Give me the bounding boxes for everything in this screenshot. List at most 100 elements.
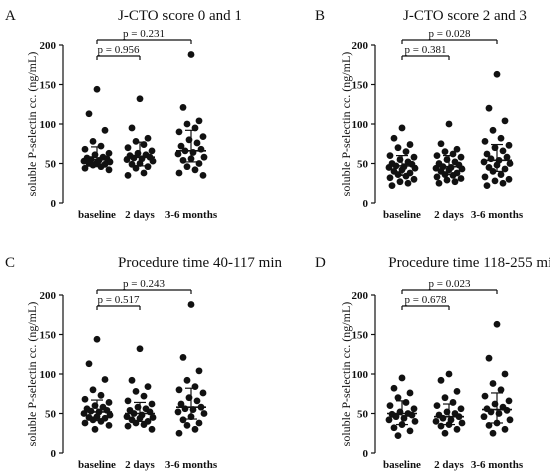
y-tick-label: 50: [357, 409, 369, 421]
data-point: [132, 137, 140, 145]
p-value-label: p = 0.028: [429, 28, 471, 40]
p-value-label: p = 0.678: [405, 294, 447, 306]
data-point: [195, 160, 203, 167]
y-tick-label: 100: [40, 119, 57, 131]
data-point: [451, 178, 459, 186]
data-point: [140, 169, 148, 177]
series-3-6-months: [174, 301, 208, 437]
data-point: [136, 345, 144, 353]
data-point: [505, 141, 513, 149]
series-2-days: [432, 370, 466, 437]
data-point: [105, 421, 113, 429]
data-point: [187, 301, 195, 308]
data-point: [175, 386, 183, 394]
data-point: [128, 124, 136, 132]
data-point: [101, 376, 109, 383]
data-point: [81, 164, 89, 172]
x-category-label: baseline: [383, 459, 421, 471]
data-point: [439, 414, 447, 422]
data-point: [144, 163, 152, 171]
data-point: [390, 134, 398, 142]
panel-d: D Procedure time 118-255 min 0 50 100 150 200s…: [315, 255, 550, 471]
data-point: [392, 413, 400, 421]
data-point: [497, 386, 505, 394]
series-baseline: [385, 374, 419, 440]
data-point: [394, 432, 402, 440]
panel-letter: A: [5, 8, 16, 24]
chart-title: J-CTO score 2 and 3: [403, 8, 527, 24]
data-point: [105, 399, 113, 406]
y-tick-label: 0: [51, 198, 57, 210]
y-axis-label: soluble P-selectin cc. (ng/mL): [25, 52, 39, 197]
y-tick-label: 150: [352, 80, 369, 92]
y-tick-label: 150: [40, 80, 57, 92]
data-point: [480, 413, 488, 421]
data-point: [175, 169, 183, 177]
x-category-label: baseline: [383, 209, 421, 221]
data-point: [195, 419, 203, 427]
data-point: [199, 133, 207, 141]
data-point: [453, 425, 461, 433]
x-category-label: 3-6 months: [471, 459, 524, 471]
data-point: [458, 419, 466, 427]
p-value-label: p = 0.381: [405, 44, 447, 56]
series-3-6-months: [174, 51, 208, 179]
data-point: [149, 414, 157, 421]
data-point: [97, 418, 105, 425]
data-point: [457, 153, 465, 161]
data-point: [175, 429, 183, 437]
data-point: [449, 171, 457, 179]
data-point: [140, 421, 148, 428]
data-point: [388, 182, 396, 190]
data-point: [199, 389, 207, 397]
data-point: [404, 179, 412, 187]
data-point: [489, 126, 497, 134]
data-point: [432, 418, 440, 425]
x-category-label: 2 days: [434, 209, 464, 221]
data-point: [183, 120, 191, 128]
data-point: [437, 376, 445, 384]
data-point: [406, 389, 414, 397]
data-point: [191, 383, 199, 391]
data-point: [481, 392, 489, 400]
data-point: [177, 400, 185, 408]
y-tick-label: 100: [352, 369, 369, 381]
data-point: [89, 161, 97, 169]
series-2-days: [123, 345, 157, 433]
y-tick-label: 0: [363, 448, 369, 460]
data-point: [441, 394, 449, 402]
data-point: [394, 171, 402, 178]
data-point: [506, 160, 514, 167]
data-point: [132, 387, 140, 395]
data-point: [505, 175, 513, 183]
data-point: [97, 142, 105, 150]
data-point: [433, 173, 441, 181]
data-point: [501, 370, 509, 378]
data-point: [85, 110, 93, 118]
data-point: [406, 141, 414, 148]
data-point: [91, 425, 99, 433]
data-point: [390, 424, 398, 432]
data-point: [81, 145, 89, 153]
data-point: [491, 177, 499, 185]
data-point: [140, 392, 148, 400]
data-point: [402, 172, 410, 180]
data-point: [106, 411, 114, 419]
data-point: [386, 402, 394, 409]
data-point: [386, 174, 394, 182]
data-point: [385, 416, 393, 424]
data-point: [394, 394, 402, 402]
data-point: [179, 354, 187, 361]
y-tick-label: 0: [363, 198, 369, 210]
y-tick-label: 150: [352, 330, 369, 342]
data-point: [501, 117, 509, 125]
data-point: [485, 421, 493, 429]
data-point: [183, 163, 191, 171]
data-point: [481, 137, 489, 145]
series-baseline: [385, 124, 419, 190]
data-point: [81, 419, 89, 427]
data-point: [437, 422, 445, 430]
series-3-6-months: [480, 320, 514, 437]
data-point: [175, 128, 183, 136]
data-point: [449, 150, 457, 158]
